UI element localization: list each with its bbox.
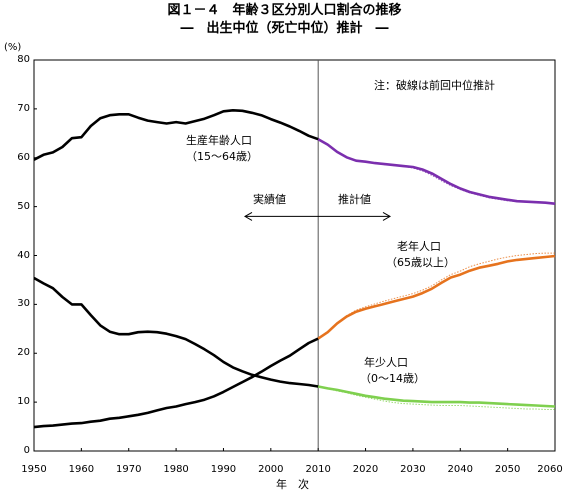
series-sublabel-elderly: （65歳以上） — [386, 256, 455, 269]
annotation-actual: 実績値 — [253, 193, 286, 206]
y-tick-label: 40 — [17, 249, 30, 261]
y-tick-label: 20 — [17, 347, 30, 359]
y-tick-label: 10 — [17, 396, 30, 408]
x-tick-label: 1990 — [210, 464, 237, 475]
arrow-head-left — [243, 211, 253, 221]
series-sublabel-working-age: （15～64歳） — [186, 150, 258, 163]
y-tick-label: 70 — [17, 102, 30, 114]
x-tick-label: 1950 — [21, 464, 47, 475]
chart-subtitle: ― 出生中位（死亡中位）推計 ― — [180, 21, 389, 36]
x-tick-label: 2030 — [400, 464, 426, 475]
series-line-elderly-previous — [317, 252, 555, 340]
y-tick-label: 30 — [17, 298, 30, 310]
arrow-head-right — [382, 211, 392, 221]
series-label-child: 年少人口 — [364, 356, 408, 369]
series-line-child-actual — [33, 276, 319, 388]
series-label-working-age: 生産年齢人口 — [186, 134, 252, 147]
series-line-elderly-projected — [317, 254, 556, 340]
y-tick-label: 80 — [17, 54, 30, 65]
x-tick-label: 1970 — [115, 464, 142, 475]
chart-title: 図１－４ 年齢３区分別人口割合の推移 — [167, 3, 402, 18]
y-tick-label: 50 — [17, 200, 30, 212]
y-axis-unit: (%) — [4, 42, 22, 53]
annotation-projected: 推計値 — [338, 193, 371, 206]
x-tick-label: 2060 — [537, 464, 563, 475]
x-tick-label: 2000 — [258, 464, 284, 475]
x-tick-label: 1980 — [163, 464, 189, 475]
plot-frame — [33, 59, 556, 452]
y-tick-label: 0 — [23, 445, 30, 456]
x-axis-title: 年 次 — [276, 478, 309, 491]
x-tick-label: 2040 — [447, 464, 473, 475]
chart-note: 注：破線は前回中位推計 — [374, 79, 495, 92]
y-tick-label: 60 — [17, 151, 30, 163]
series-sublabel-child: （0～14歳） — [360, 372, 425, 385]
series-line-working-age-actual — [33, 109, 319, 161]
series-line-working-age-projected — [317, 138, 556, 205]
series-label-elderly: 老年人口 — [397, 240, 441, 253]
x-tick-label: 2020 — [352, 464, 379, 475]
series-line-child-previous — [318, 386, 555, 410]
x-tick-label: 2050 — [494, 464, 521, 475]
x-tick-label: 1960 — [68, 464, 95, 475]
series-line-child-projected — [317, 385, 556, 408]
x-tick-label: 2010 — [305, 464, 331, 475]
series-line-elderly-actual — [33, 337, 319, 429]
